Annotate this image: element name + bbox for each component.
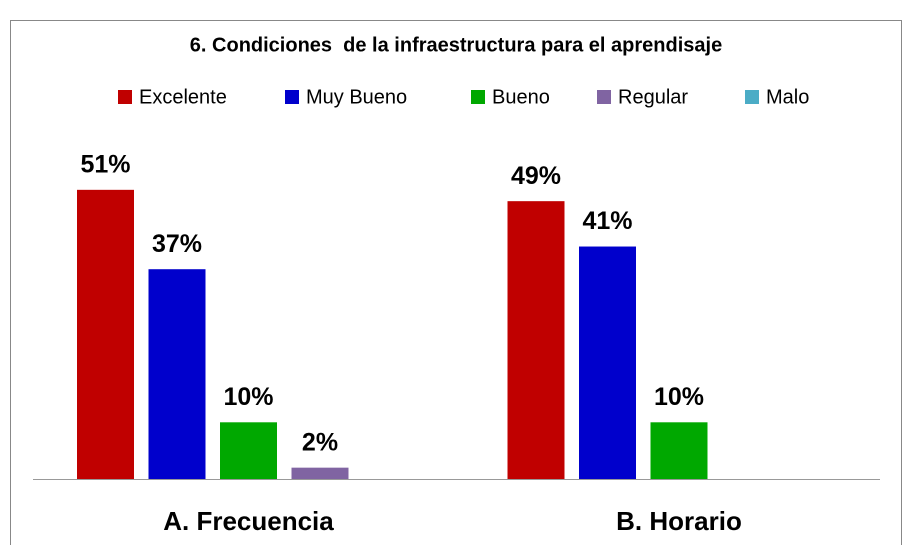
data-label: 49% [511,162,561,190]
data-label: 2% [302,428,338,456]
x-tick-label: B. Horario [616,506,742,536]
data-label: 51% [80,150,130,178]
bar [77,189,134,479]
bar [650,422,708,479]
data-label: 41% [582,207,632,235]
legend-label: Excelente [139,86,227,108]
legend-label: Bueno [492,86,550,108]
bar [220,422,277,479]
bar [507,201,565,480]
bar [579,246,636,479]
data-label: 10% [223,383,273,411]
legend-swatch [118,90,132,104]
data-label: 10% [654,383,704,411]
legend-swatch [597,90,611,104]
bar [291,467,349,479]
legend-swatch [471,90,485,104]
chart-title: 6. Condiciones de la infraestructura par… [190,34,722,56]
data-label: 37% [152,230,202,258]
legend-label: Regular [618,86,688,108]
legend-swatch [745,90,759,104]
x-tick-label: A. Frecuencia [163,506,334,536]
bar [148,269,206,479]
legend-label: Malo [766,86,809,108]
legend-label: Muy Bueno [306,86,407,108]
legend-swatch [285,90,299,104]
